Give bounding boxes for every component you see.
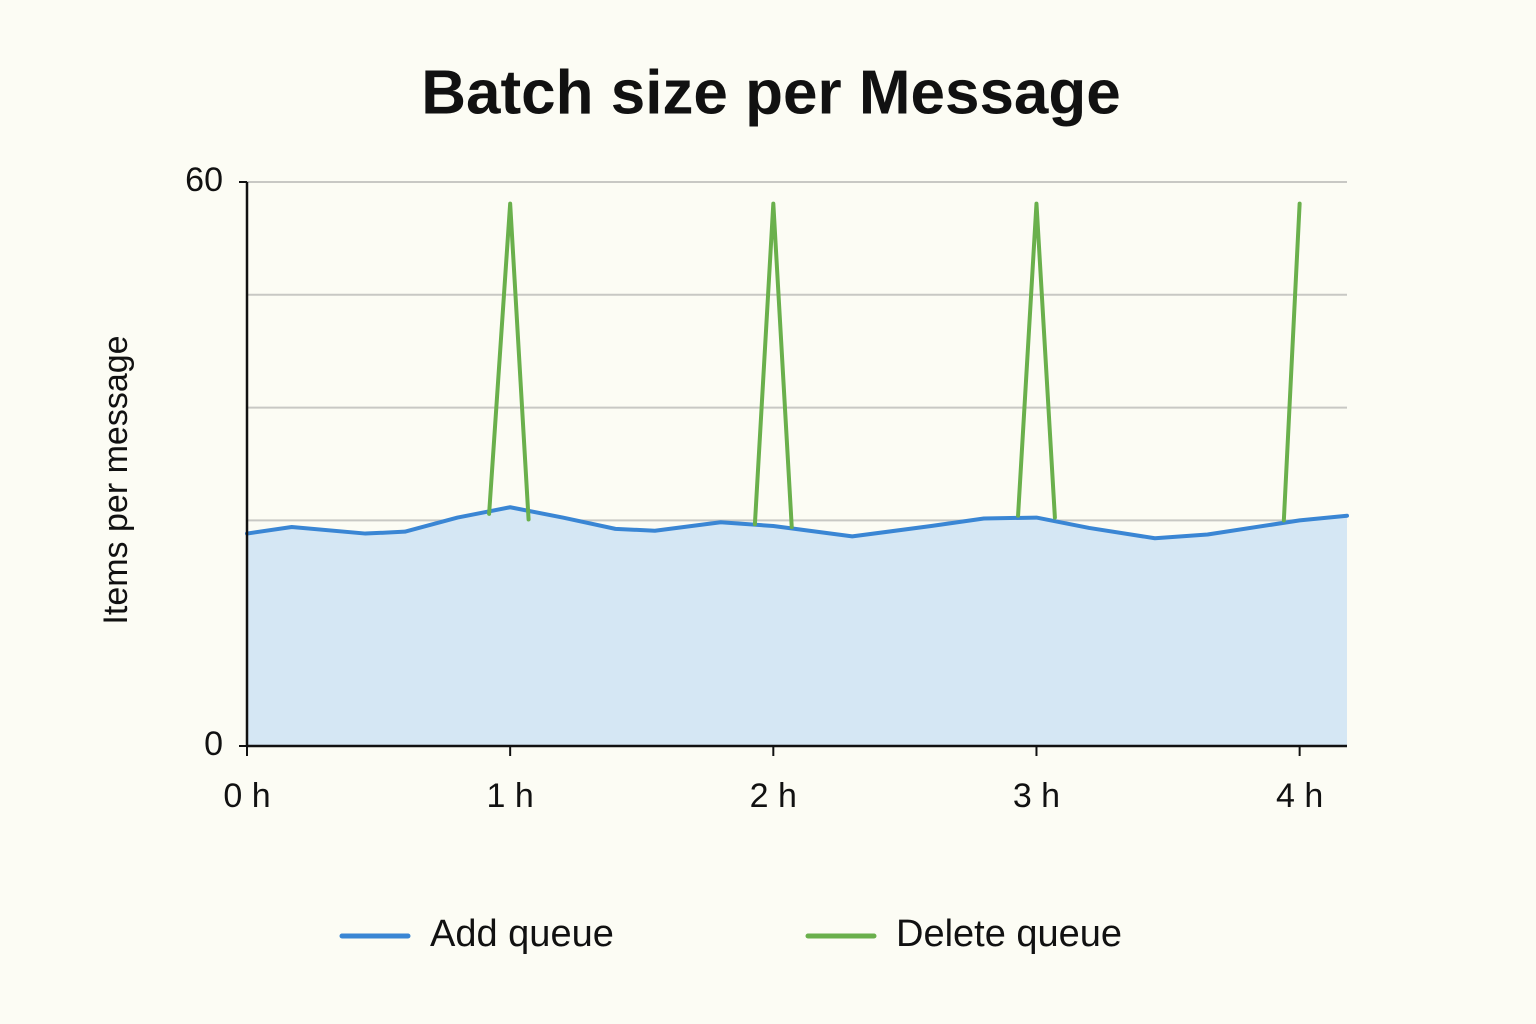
line — [1281, 201, 1302, 523]
x-tick-label: 0 h — [223, 777, 270, 815]
x-tick-label: 2 h — [750, 777, 797, 815]
chart-title: Batch size per Message — [421, 58, 1121, 127]
legend-label: Add queue — [430, 913, 614, 955]
line — [752, 201, 794, 529]
line — [245, 505, 1349, 541]
y-tick-label: 60 — [185, 161, 223, 199]
x-tick-label: 4 h — [1276, 777, 1323, 815]
y-tick-label: 0 — [204, 725, 223, 763]
y-axis-label: Items per message — [97, 335, 135, 624]
line — [487, 201, 531, 522]
line — [1016, 201, 1057, 520]
area — [247, 507, 1347, 746]
x-tick-label: 1 h — [487, 777, 534, 815]
x-tick-label: 3 h — [1013, 777, 1060, 815]
legend-label: Delete queue — [896, 913, 1122, 955]
